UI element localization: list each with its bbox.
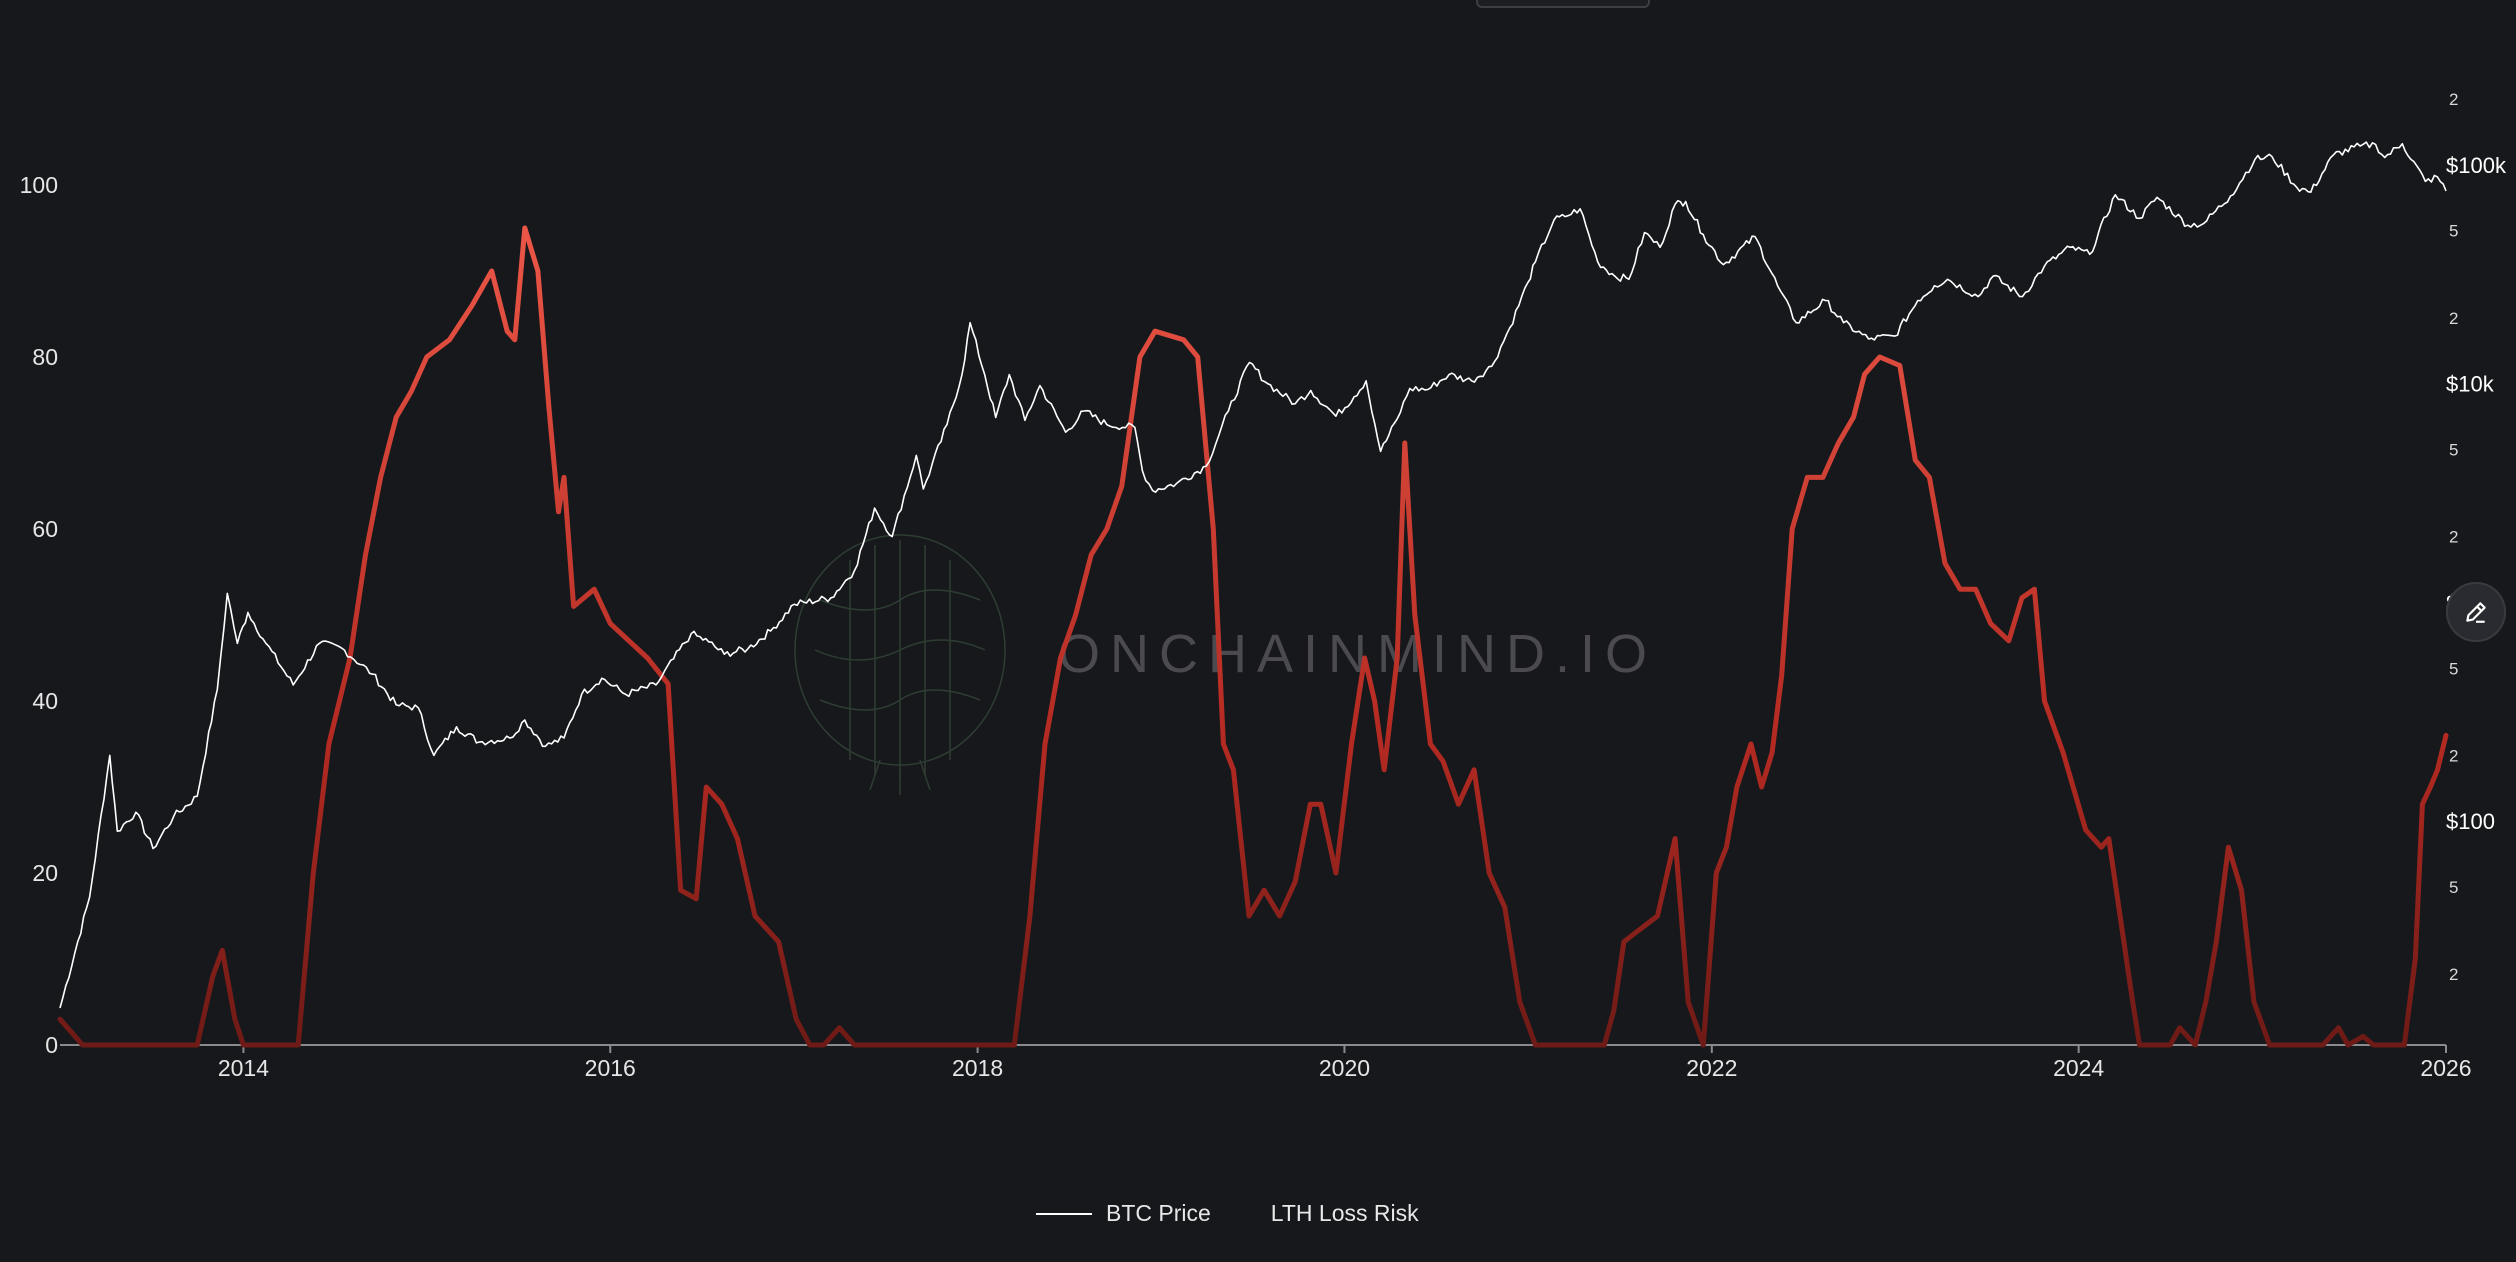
- y-right-tick-label: 2: [2449, 528, 2458, 547]
- btc-price-line: [59, 141, 2447, 1009]
- lth-loss-risk-series: [57, 225, 2449, 1048]
- pencil-icon: [2466, 602, 2486, 623]
- y-left-tick-label: 0: [45, 1032, 58, 1058]
- x-tick-label: 2014: [218, 1055, 269, 1081]
- x-tick-label: 2016: [585, 1055, 636, 1081]
- y-left-tick-label: 40: [32, 688, 58, 714]
- watermark-text: ONCHAINMIND.IO: [1058, 624, 1657, 684]
- y-right-tick-label: $100: [2446, 809, 2495, 834]
- y-right-tick-label: 5: [2449, 878, 2458, 897]
- lth-loss-risk-line: [57, 225, 2449, 1048]
- y-right-tick-label: 2: [2449, 309, 2458, 328]
- y-right-tick-label: 5: [2449, 222, 2458, 241]
- legend-label-lth-loss-risk: LTH Loss Risk: [1270, 1200, 1419, 1226]
- y-right-tick-label: 2: [2449, 746, 2458, 765]
- legend-swatch-btc-price: [1036, 1212, 1092, 1215]
- btc-price-series: [59, 141, 2447, 1009]
- x-tick-label: 2020: [1319, 1055, 1370, 1081]
- y-right-tick-label: $100k: [2446, 153, 2507, 178]
- y-right-tick-label: 2: [2449, 965, 2458, 984]
- x-tick-label: 2024: [2053, 1055, 2104, 1081]
- x-tick-label: 2018: [952, 1055, 1003, 1081]
- edit-button[interactable]: [2446, 582, 2506, 642]
- legend-item-btc-price[interactable]: BTC Price: [1036, 1200, 1211, 1227]
- y-right-tick-label: 5: [2449, 441, 2458, 460]
- y-right-tick-label: $10k: [2446, 372, 2495, 397]
- legend-label-btc-price: BTC Price: [1106, 1200, 1211, 1226]
- y-right-tick-label: 5: [2449, 659, 2458, 678]
- y-left-tick-label: 100: [20, 172, 58, 198]
- watermark: ONCHAINMIND.IO: [794, 534, 1657, 795]
- brain-logo-icon: [794, 534, 1006, 795]
- y-left-tick-label: 80: [32, 344, 58, 370]
- x-tick-label: 2022: [1686, 1055, 1737, 1081]
- x-axis: 2014 2016 2018 2020 2022 2024 2026: [218, 1045, 2472, 1081]
- top-tab[interactable]: [1476, 0, 1650, 8]
- y-left-axis: 0 20 40 60 80 100: [20, 172, 58, 1058]
- y-right-tick-label: 2: [2449, 90, 2458, 109]
- y-left-tick-label: 60: [32, 516, 58, 542]
- y-left-tick-label: 20: [32, 860, 58, 886]
- legend-item-lth-loss-risk[interactable]: LTH Loss Risk: [1271, 1200, 1419, 1227]
- legend: BTC Price LTH Loss Risk: [1036, 1200, 1419, 1227]
- x-tick-label: 2026: [2420, 1055, 2471, 1081]
